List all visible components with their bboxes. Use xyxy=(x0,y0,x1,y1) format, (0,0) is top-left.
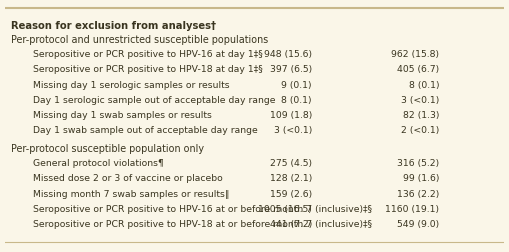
Text: 128 (2.1): 128 (2.1) xyxy=(270,174,312,183)
Text: 82 (1.3): 82 (1.3) xyxy=(403,111,439,119)
Text: 275 (4.5): 275 (4.5) xyxy=(270,159,312,168)
Text: 9 (0.1): 9 (0.1) xyxy=(281,80,312,89)
Text: Reason for exclusion from analyses†: Reason for exclusion from analyses† xyxy=(11,21,216,31)
Text: Seropositive or PCR positive to HPV-16 at or before month 7 (inclusive)‡§: Seropositive or PCR positive to HPV-16 a… xyxy=(33,204,372,213)
Text: 962 (15.8): 962 (15.8) xyxy=(391,50,439,59)
Text: 3 (<0.1): 3 (<0.1) xyxy=(274,126,312,135)
Text: 3 (<0.1): 3 (<0.1) xyxy=(401,95,439,104)
Text: General protocol violations¶: General protocol violations¶ xyxy=(33,159,163,168)
Text: 1160 (19.1): 1160 (19.1) xyxy=(385,204,439,213)
Text: Missed dose 2 or 3 of vaccine or placebo: Missed dose 2 or 3 of vaccine or placebo xyxy=(33,174,222,183)
Text: 159 (2.6): 159 (2.6) xyxy=(270,189,312,198)
Text: Missing day 1 serologic samples or results: Missing day 1 serologic samples or resul… xyxy=(33,80,229,89)
Text: 99 (1.6): 99 (1.6) xyxy=(403,174,439,183)
Text: Missing day 1 swab samples or results: Missing day 1 swab samples or results xyxy=(33,111,211,119)
Text: Per-protocol susceptible population only: Per-protocol susceptible population only xyxy=(11,143,204,153)
Text: 8 (0.1): 8 (0.1) xyxy=(281,95,312,104)
Text: 549 (9.0): 549 (9.0) xyxy=(397,219,439,228)
Text: Seropositive or PCR positive to HPV-18 at day 1‡§: Seropositive or PCR positive to HPV-18 a… xyxy=(33,65,262,74)
Text: 136 (2.2): 136 (2.2) xyxy=(397,189,439,198)
Text: Day 1 swab sample out of acceptable day range: Day 1 swab sample out of acceptable day … xyxy=(33,126,257,135)
Text: 8 (0.1): 8 (0.1) xyxy=(409,80,439,89)
Text: 1005 (16.5): 1005 (16.5) xyxy=(258,204,312,213)
Text: Seropositive or PCR positive to HPV-16 at day 1‡§: Seropositive or PCR positive to HPV-16 a… xyxy=(33,50,262,59)
Text: 397 (6.5): 397 (6.5) xyxy=(270,65,312,74)
Text: Day 1 serologic sample out of acceptable day range: Day 1 serologic sample out of acceptable… xyxy=(33,95,275,104)
Text: 405 (6.7): 405 (6.7) xyxy=(397,65,439,74)
Text: Missing month 7 swab samples or results‖: Missing month 7 swab samples or results‖ xyxy=(33,189,229,198)
Text: Per-protocol and unrestricted susceptible populations: Per-protocol and unrestricted susceptibl… xyxy=(11,35,268,45)
Text: 2 (<0.1): 2 (<0.1) xyxy=(401,126,439,135)
Text: 316 (5.2): 316 (5.2) xyxy=(397,159,439,168)
Text: 109 (1.8): 109 (1.8) xyxy=(270,111,312,119)
Text: Seropositive or PCR positive to HPV-18 at or before month 7 (inclusive)‡§: Seropositive or PCR positive to HPV-18 a… xyxy=(33,219,372,228)
Text: 441 (7.2): 441 (7.2) xyxy=(270,219,312,228)
Text: 948 (15.6): 948 (15.6) xyxy=(264,50,312,59)
